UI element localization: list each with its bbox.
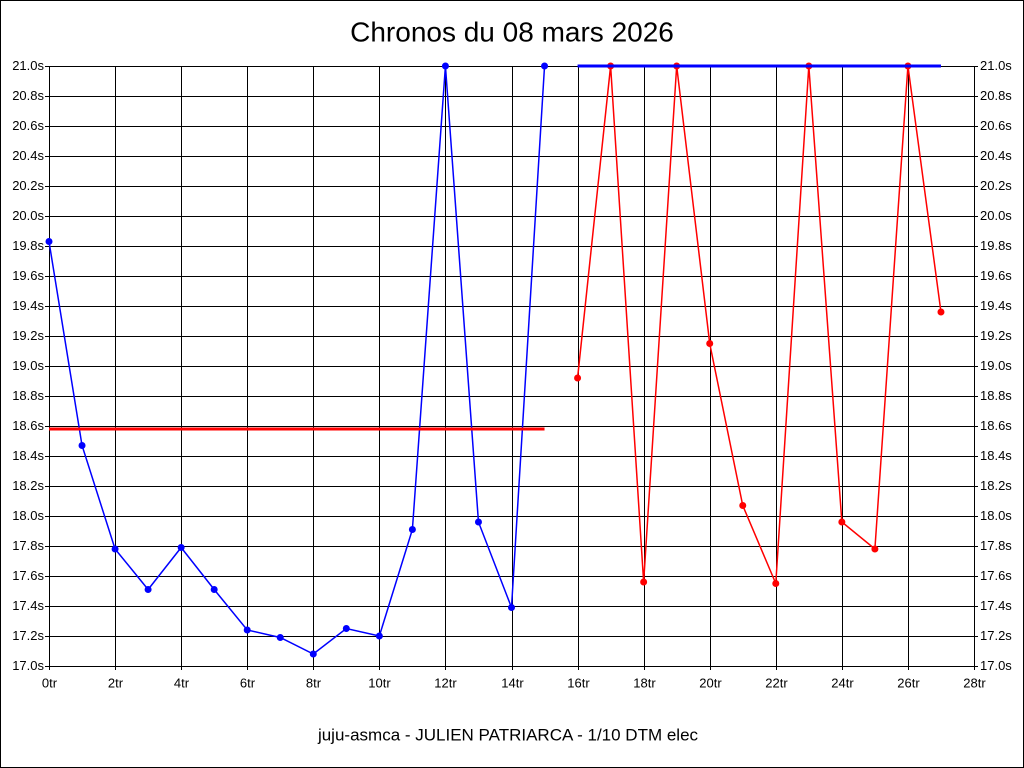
y2-tick-label: 17.4s xyxy=(980,598,1012,613)
x-tick-label: 2tr xyxy=(108,675,124,690)
data-point xyxy=(508,604,515,611)
x-tick-label: 26tr xyxy=(897,675,920,690)
y-tick-label: 17.4s xyxy=(12,598,44,613)
y-tick-label: 20.4s xyxy=(12,148,44,163)
data-point xyxy=(243,626,251,634)
x-tick-label: 12tr xyxy=(434,675,457,690)
y2-tick-label: 19.6s xyxy=(980,268,1012,283)
y2-tick-label: 19.4s xyxy=(980,298,1012,313)
data-point xyxy=(739,502,747,509)
y2-tick-label: 20.4s xyxy=(980,148,1012,163)
data-point xyxy=(177,544,185,551)
data-point xyxy=(276,634,284,641)
y2-tick-label: 19.2s xyxy=(980,328,1012,343)
y2-tick-label: 19.8s xyxy=(980,238,1012,253)
data-point xyxy=(772,580,780,587)
y-tick-label: 19.2s xyxy=(12,328,44,343)
x-tick-label: 28tr xyxy=(963,675,986,690)
y-tick-label: 21.0s xyxy=(12,58,44,73)
data-point xyxy=(706,340,714,347)
x-tick-label: 6tr xyxy=(240,675,256,690)
data-point xyxy=(78,442,86,449)
y2-tick-label: 20.8s xyxy=(980,88,1012,103)
y-tick-label: 17.0s xyxy=(12,658,44,673)
y2-tick-label: 17.8s xyxy=(980,538,1012,553)
data-point xyxy=(210,586,218,593)
x-tick-label: 22tr xyxy=(765,675,788,690)
y2-tick-label: 17.6s xyxy=(980,568,1012,583)
data-point xyxy=(375,632,383,640)
y2-tick-label: 18.4s xyxy=(980,448,1012,463)
x-tick-label: 20tr xyxy=(699,675,722,690)
data-line xyxy=(48,65,546,655)
x-tick-label: 4tr xyxy=(174,675,190,690)
y2-tick-label: 18.8s xyxy=(980,388,1012,403)
y-tick-label: 17.8s xyxy=(12,538,44,553)
data-point xyxy=(640,578,648,586)
y-tick-label: 20.6s xyxy=(12,118,44,133)
y-tick-label: 18.2s xyxy=(12,478,44,493)
y-tick-label: 20.8s xyxy=(12,88,44,103)
data-point xyxy=(309,650,317,658)
x-tick-label: 14tr xyxy=(501,675,524,690)
data-point xyxy=(342,625,350,632)
data-point xyxy=(871,545,879,553)
y-tick-label: 17.2s xyxy=(12,628,44,643)
data-point xyxy=(937,308,945,316)
y-tick-label: 19.0s xyxy=(12,358,44,373)
data-point xyxy=(408,526,416,533)
y-tick-label: 19.8s xyxy=(12,238,44,253)
y-tick-label: 19.6s xyxy=(12,268,44,283)
y-tick-label: 17.6s xyxy=(12,568,44,583)
data-line xyxy=(576,65,942,584)
data-point xyxy=(144,586,152,593)
data-point xyxy=(111,545,119,553)
y2-tick-label: 18.2s xyxy=(980,478,1012,493)
x-tick-label: 16tr xyxy=(567,675,590,690)
y2-tick-label: 19.0s xyxy=(980,358,1012,373)
data-point xyxy=(574,374,582,382)
y2-tick-label: 21.0s xyxy=(980,58,1012,73)
y2-tick-label: 17.2s xyxy=(980,628,1012,643)
x-tick-label: 8tr xyxy=(306,675,322,690)
x-tick-label: 10tr xyxy=(368,675,391,690)
y-tick-label: 18.4s xyxy=(12,448,44,463)
y2-tick-label: 20.2s xyxy=(980,178,1012,193)
x-tick-label: 0tr xyxy=(42,675,58,690)
footer: juju-asmca - JULIEN PATRIARCA - 1/10 DTM… xyxy=(317,725,699,744)
data-point xyxy=(541,62,549,70)
y-tick-label: 20.2s xyxy=(12,178,44,193)
data-point xyxy=(441,62,449,70)
y-tick-label: 19.4s xyxy=(12,298,44,313)
y-tick-label: 18.6s xyxy=(12,418,44,433)
data-point xyxy=(474,518,482,526)
data-point xyxy=(838,518,846,526)
y-tick-label: 20.0s xyxy=(12,208,44,223)
y2-tick-label: 18.6s xyxy=(980,418,1012,433)
chart-title: Chronos du 08 mars 2026 xyxy=(350,16,674,47)
y2-tick-label: 17.0s xyxy=(980,658,1012,673)
x-tick-label: 18tr xyxy=(633,675,656,690)
y2-tick-label: 20.0s xyxy=(980,208,1012,223)
y-tick-label: 18.8s xyxy=(12,388,44,403)
y2-tick-label: 20.6s xyxy=(980,118,1012,133)
x-tick-label: 24tr xyxy=(831,675,854,690)
y-tick-label: 18.0s xyxy=(12,508,44,523)
y2-tick-label: 18.0s xyxy=(980,508,1012,523)
data-point xyxy=(45,238,53,245)
